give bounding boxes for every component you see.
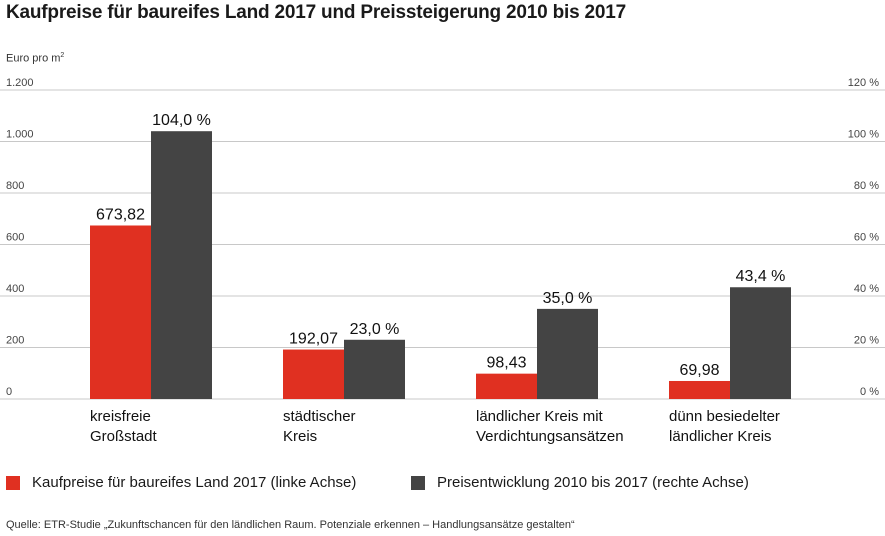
right-tick-label: 40 % [854, 283, 879, 295]
bars: 673,82 104,0 % 192,07 23,0 % 98,43 35,0 % 69,9… [90, 112, 791, 399]
bar-value-label-preisentwicklung: 104,0 % [152, 112, 211, 129]
bar-preisentwicklung [730, 287, 791, 399]
category-label: kreisfreie [90, 408, 151, 425]
legend-swatch-dark [411, 475, 425, 490]
bar-value-label-preisentwicklung: 23,0 % [350, 321, 400, 338]
bar-preisentwicklung [344, 339, 405, 399]
left-tick-label: 1.200 [6, 77, 34, 89]
bar-value-label-kaufpreis: 192,07 [289, 331, 338, 348]
left-tick-label: 600 [6, 232, 24, 244]
bar-value-label-preisentwicklung: 35,0 % [543, 290, 593, 307]
chart-title: Kaufpreise für baureifes Land 2017 und P… [6, 2, 626, 23]
legend-item-kaufpreise: Kaufpreise für baureifes Land 2017 (link… [6, 474, 356, 491]
bar-value-label-kaufpreis: 69,98 [679, 362, 719, 379]
left-tick-label: 200 [6, 335, 24, 347]
right-axis-ticks: 0 % 20 % 40 % 60 % 80 % 100 % 120 % [848, 77, 879, 398]
left-tick-label: 1.000 [6, 129, 34, 141]
legend-swatch-red [6, 475, 20, 490]
right-tick-label: 80 % [854, 180, 879, 192]
legend-label-preisentwicklung: Preisentwicklung 2010 bis 2017 (rechte A… [437, 474, 749, 491]
bar-chart: 0 200 400 600 800 1.000 1.200 0 % 20 % 40 % 60 % 8… [0, 77, 885, 445]
right-tick-label: 0 % [860, 386, 879, 398]
unit-superscript: 2 [60, 52, 65, 59]
legend-item-preisentwicklung: Preisentwicklung 2010 bis 2017 (rechte A… [411, 474, 749, 491]
category-label: städtischer [283, 408, 356, 425]
unit-text: Euro pro m [6, 52, 61, 65]
left-axis-ticks: 0 200 400 600 800 1.000 1.200 [6, 77, 34, 398]
category-labels: kreisfreie Großstadt städtischer Kreis ländl… [90, 408, 780, 445]
bar-kaufpreis [476, 373, 537, 399]
right-tick-label: 60 % [854, 232, 879, 244]
bar-preisentwicklung [537, 308, 598, 399]
category-label: Verdichtungsansätzen [476, 428, 624, 445]
left-tick-label: 0 [6, 386, 12, 398]
left-axis-unit-label: Euro pro m2 [6, 52, 64, 65]
bar-value-label-preisentwicklung: 43,4 % [736, 268, 786, 285]
bar-value-label-kaufpreis: 98,43 [486, 355, 526, 372]
right-tick-label: 120 % [848, 77, 879, 89]
source-note: Quelle: ETR-Studie „Zukunftschancen für … [6, 519, 575, 531]
left-tick-label: 400 [6, 283, 24, 295]
legend-label-kaufpreise: Kaufpreise für baureifes Land 2017 (link… [32, 474, 357, 491]
bar-kaufpreis [283, 349, 344, 399]
bar-value-label-kaufpreis: 673,82 [96, 206, 145, 223]
bar-kaufpreis [669, 380, 730, 399]
category-label: ländlicher Kreis mit [476, 408, 604, 425]
category-label: Großstadt [90, 428, 158, 445]
category-label: ländlicher Kreis [669, 428, 772, 445]
left-tick-label: 800 [6, 180, 24, 192]
right-tick-label: 20 % [854, 335, 879, 347]
category-label: Kreis [283, 428, 317, 445]
bar-kaufpreis [90, 225, 151, 399]
right-tick-label: 100 % [848, 129, 879, 141]
bar-preisentwicklung [151, 131, 212, 399]
category-label: dünn besiedelter [669, 408, 780, 425]
